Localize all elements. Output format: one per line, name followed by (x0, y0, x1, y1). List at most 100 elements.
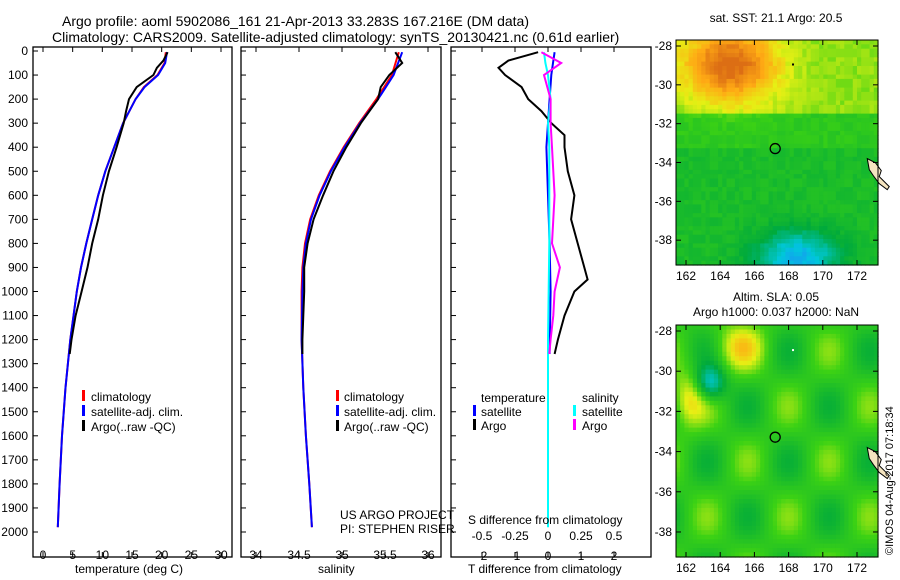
map-cell (676, 423, 681, 429)
map-cell (873, 78, 879, 84)
map-cell (751, 252, 757, 257)
map-cell (823, 539, 829, 545)
map-cell (810, 230, 816, 236)
map-cell (827, 351, 833, 357)
map-cell (722, 458, 728, 464)
map-cell (743, 91, 749, 97)
map-cell (793, 66, 799, 71)
map-cell (722, 512, 728, 518)
map-cell (751, 191, 757, 197)
map-cell (701, 230, 707, 236)
map-cell (692, 494, 698, 500)
series-line-satellite-adj-clim- (300, 51, 404, 528)
map-cell (798, 539, 803, 545)
map-cell (819, 221, 824, 227)
map-cell (827, 338, 833, 344)
map-cell (789, 40, 795, 45)
map-cell (688, 117, 694, 123)
map-cell (730, 414, 736, 420)
map-cell (785, 169, 791, 175)
map-cell (785, 427, 791, 433)
map-cell (747, 539, 753, 545)
s-tick-label: 0 (545, 529, 552, 543)
map-cell (810, 351, 816, 357)
map-cell (852, 169, 858, 175)
map-cell (688, 539, 694, 545)
map-cell (676, 333, 681, 339)
map-cell (743, 234, 749, 240)
map-cell (831, 104, 837, 110)
map-cell (697, 87, 702, 93)
map-cell (831, 396, 837, 402)
map-cell (680, 226, 685, 231)
map-cell (852, 512, 858, 518)
map-cell (688, 499, 694, 505)
map-cell (848, 356, 854, 362)
map-cell (726, 61, 732, 67)
map-cell (684, 342, 690, 348)
map-cell (713, 516, 719, 522)
map-cell (772, 396, 778, 402)
map-cell (760, 351, 765, 357)
map-cell (692, 525, 698, 531)
map-cell (827, 445, 833, 451)
map-cell (852, 178, 858, 184)
map-cell (844, 356, 850, 362)
map-cell (810, 122, 816, 128)
map-cell (772, 454, 778, 460)
map-cell (802, 512, 808, 518)
map-cell (722, 104, 728, 110)
map-cell (747, 347, 753, 353)
map-cell (848, 512, 854, 518)
map-cell (768, 548, 774, 554)
map-cell (760, 243, 765, 249)
map-cell (789, 360, 795, 366)
map-cell (739, 548, 744, 554)
map-cell (810, 91, 816, 97)
map-cell (697, 100, 702, 106)
map-cell (726, 109, 732, 115)
map-cell (865, 221, 871, 227)
map-cell (743, 252, 749, 257)
map-cell (718, 204, 723, 210)
map-cell (751, 441, 757, 447)
map-cell (718, 356, 723, 362)
map-cell (764, 427, 770, 433)
map-cell (852, 409, 858, 415)
legend-argo: Argo(..raw -QC) (344, 420, 429, 434)
map-cell (777, 96, 782, 102)
map-cell (777, 57, 782, 63)
map-cell (743, 539, 749, 545)
map-cell (852, 494, 858, 500)
map-cell (857, 100, 862, 106)
map-cell (831, 485, 837, 491)
map-cell (869, 104, 875, 110)
map-cell (692, 485, 698, 491)
map-cell (810, 226, 816, 231)
map-cell (823, 467, 829, 473)
map-cell (697, 44, 702, 50)
map-cell (676, 552, 681, 558)
map-cell (760, 490, 765, 496)
map-cell (697, 256, 702, 262)
map-cell (688, 130, 694, 136)
map-cell (743, 494, 749, 500)
map-cell (781, 325, 786, 331)
map-cell (827, 40, 833, 45)
map-cell (756, 356, 761, 362)
map-cell (701, 117, 707, 123)
map-cell (777, 476, 782, 482)
map-cell (756, 414, 761, 420)
map-cell (747, 481, 753, 487)
map-cell (840, 329, 845, 335)
map-cell (823, 525, 829, 531)
map-cell (692, 481, 698, 487)
map-cell (760, 391, 765, 397)
map-cell (865, 130, 871, 136)
map-cell (713, 87, 719, 93)
map-cell (835, 325, 841, 331)
map-cell (726, 104, 732, 110)
map-cell (777, 342, 782, 348)
map-cell (852, 414, 858, 420)
map-cell (764, 165, 770, 171)
